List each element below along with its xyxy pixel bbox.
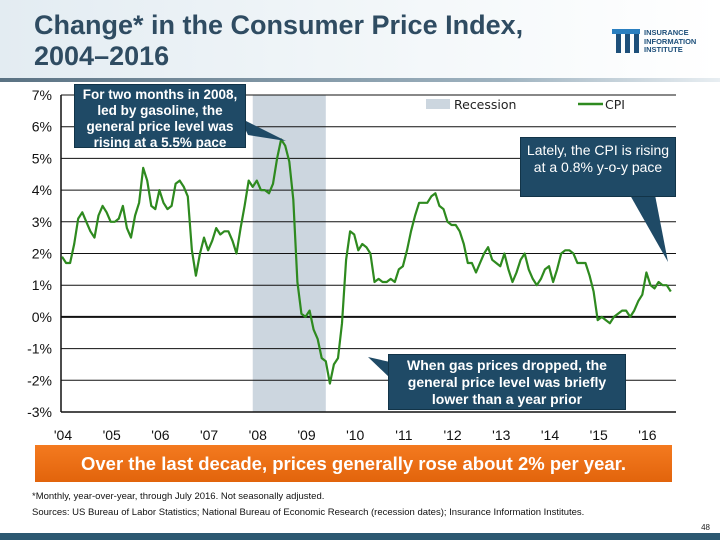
callout-pointer: [368, 357, 390, 378]
header-divider: [0, 78, 720, 82]
x-tick-label: '12: [443, 427, 461, 443]
x-tick-label: '09: [297, 427, 315, 443]
footnote: *Monthly, year-over-year, through July 2…: [32, 491, 325, 502]
annotation-2008-peak: For two months in 2008, led by gasoline,…: [74, 84, 246, 150]
logo-text: INSURANCE INFORMATION INSTITUTE: [644, 28, 697, 55]
y-tick-label: 1%: [32, 277, 52, 293]
x-tick-label: '05: [103, 427, 121, 443]
annotation-latest: Lately, the CPI is rising at a 0.8% y-o-…: [520, 137, 676, 197]
page-title: Change* in the Consumer Price Index, 200…: [34, 10, 523, 72]
title-line-1: Change* in the Consumer Price Index,: [34, 10, 524, 40]
legend-recession-label: Recession: [454, 97, 516, 112]
y-tick-label: 7%: [32, 87, 52, 103]
y-tick-label: 2%: [32, 246, 52, 262]
legend-cpi-label: CPI: [605, 97, 625, 112]
logo-line: INFORMATION: [644, 36, 697, 46]
y-tick-label: 5%: [32, 150, 52, 166]
logo-line: INSURANCE: [644, 28, 689, 37]
logo-line: INSTITUTE: [644, 45, 683, 54]
y-tick-label: 0%: [32, 309, 52, 325]
y-tick-label: -1%: [27, 341, 52, 357]
sources: Sources: US Bureau of Labor Statistics; …: [32, 507, 585, 518]
x-tick-label: '04: [54, 427, 72, 443]
legend-recession-swatch: [426, 99, 450, 109]
y-tick-label: 6%: [32, 119, 52, 135]
x-tick-label: '10: [346, 427, 364, 443]
header: [0, 0, 720, 80]
footer-bar: [0, 533, 720, 540]
x-tick-label: '16: [638, 427, 656, 443]
page-number: 48: [701, 523, 710, 532]
y-tick-label: -3%: [27, 404, 52, 420]
summary-banner: Over the last decade, prices generally r…: [35, 445, 672, 482]
cpi-line: [61, 138, 672, 385]
x-tick-label: '11: [395, 427, 412, 443]
x-tick-label: '07: [200, 427, 218, 443]
callout-pointer: [630, 195, 668, 262]
y-tick-label: -2%: [27, 372, 52, 388]
callout-pointer: [240, 118, 286, 141]
y-tick-label: 3%: [32, 214, 52, 230]
x-tick-label: '13: [492, 427, 510, 443]
x-tick-label: '15: [590, 427, 608, 443]
x-tick-label: '08: [249, 427, 267, 443]
x-tick-label: '06: [151, 427, 169, 443]
title-line-2: 2004–2016: [34, 41, 170, 71]
annotation-deflation: When gas prices dropped, the general pri…: [388, 354, 626, 410]
y-tick-label: 4%: [32, 182, 52, 198]
x-tick-label: '14: [541, 427, 559, 443]
iii-logo: [612, 29, 640, 53]
